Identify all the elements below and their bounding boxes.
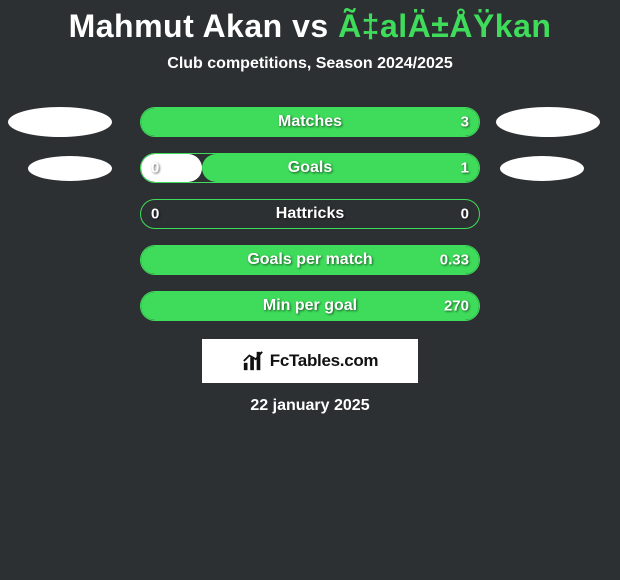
stat-label: Hattricks xyxy=(276,205,344,223)
player1-indicator xyxy=(28,156,112,181)
stat-bar: Min per goal 270 xyxy=(140,291,480,321)
page-title: Mahmut Akan vs Ã‡alÄ±ÅŸkan xyxy=(69,8,552,45)
stat-bar-right-fill xyxy=(202,154,479,182)
stat-row: Hattricks 0 0 xyxy=(0,199,620,229)
bar-chart-icon xyxy=(242,350,264,372)
brand-box[interactable]: FcTables.com xyxy=(202,339,418,383)
stat-bar: Matches 3 xyxy=(140,107,480,137)
vs-text: vs xyxy=(292,8,329,44)
stat-row: Goals per match 0.33 xyxy=(0,245,620,275)
player2-name: Ã‡alÄ±ÅŸkan xyxy=(338,8,551,44)
stat-right-value: 270 xyxy=(444,298,469,315)
stat-bar: Goals 0 1 xyxy=(140,153,480,183)
subtitle: Club competitions, Season 2024/2025 xyxy=(167,55,452,73)
page-container: Mahmut Akan vs Ã‡alÄ±ÅŸkan Club competit… xyxy=(0,0,620,415)
player2-indicator xyxy=(500,156,584,181)
player1-indicator xyxy=(8,107,112,137)
stat-label: Goals xyxy=(288,159,332,177)
stat-right-value: 1 xyxy=(461,160,469,177)
stat-row: Min per goal 270 xyxy=(0,291,620,321)
stats-list: Matches 3 Goals 0 1 Hattricks 0 0 Goals per matc… xyxy=(0,107,620,321)
stat-left-value: 0 xyxy=(151,206,159,223)
stat-bar: Hattricks 0 0 xyxy=(140,199,480,229)
stat-row: Goals 0 1 xyxy=(0,153,620,183)
stat-row: Matches 3 xyxy=(0,107,620,137)
player1-name: Mahmut Akan xyxy=(69,8,283,44)
brand-text: FcTables.com xyxy=(270,351,379,371)
stat-right-value: 3 xyxy=(461,114,469,131)
player2-indicator xyxy=(496,107,600,137)
stat-right-value: 0 xyxy=(461,206,469,223)
date-label: 22 january 2025 xyxy=(250,397,369,415)
stat-left-value: 0 xyxy=(151,160,159,177)
stat-label: Matches xyxy=(278,113,342,131)
stat-bar: Goals per match 0.33 xyxy=(140,245,480,275)
stat-label: Min per goal xyxy=(263,297,357,315)
stat-label: Goals per match xyxy=(247,251,372,269)
stat-right-value: 0.33 xyxy=(440,252,469,269)
